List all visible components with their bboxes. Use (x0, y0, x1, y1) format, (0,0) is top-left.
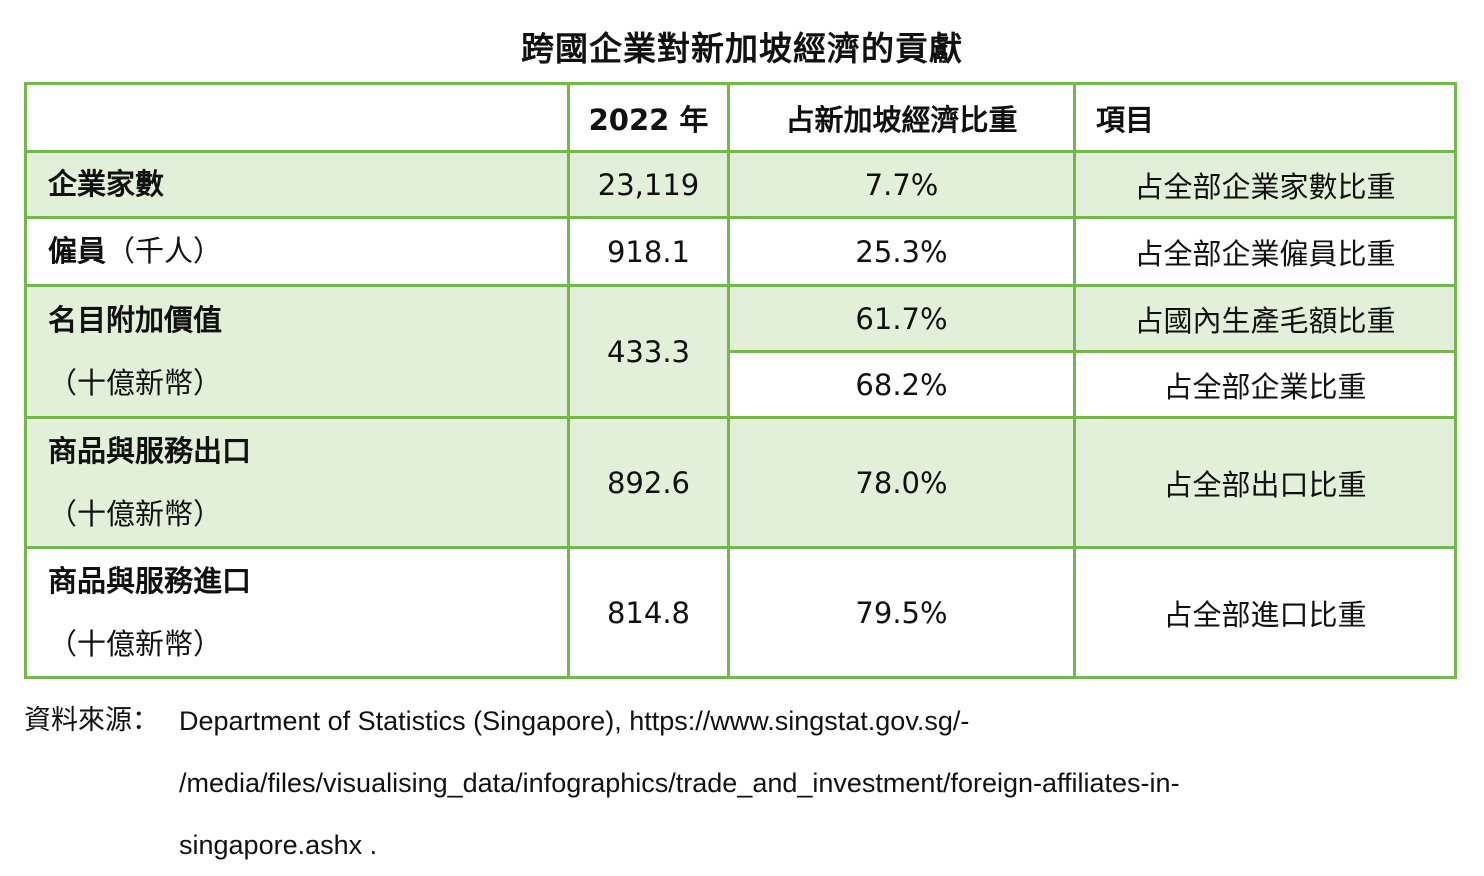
table-row-employees: 僱員（千人） 918.1 25.3% 占全部企業僱員比重 (24, 216, 1457, 287)
table-row-imports: 商品與服務進口 （十億新幣） 814.8 79.5% 占全部進口比重 (24, 546, 1457, 679)
source-line-2: /media/files/visualising_data/infographi… (179, 768, 1180, 798)
row-label-exports-unit: （十億新幣） (48, 496, 223, 531)
row-label-value-added: 名目附加價值 （十億新幣） (24, 284, 570, 419)
row-label-imports-name: 商品與服務進口 (48, 563, 252, 598)
share-value-added-firms: 68.2% (727, 350, 1076, 419)
table-row-value-added: 名目附加價值 （十億新幣） 433.3 61.7% 占國內生產毛額比重 (24, 284, 1457, 419)
contribution-table: 2022 年 占新加坡經濟比重 項目 企業家數 23,119 7.7% 占全部企… (24, 82, 1457, 679)
row-label-employees-unit: （千人） (106, 234, 223, 268)
item-value-added-firms: 占全部企業比重 (1073, 350, 1457, 419)
value-firms: 23,119 (567, 150, 730, 219)
item-firms: 占全部企業家數比重 (1073, 150, 1457, 219)
source-label: 資料來源： (24, 705, 159, 736)
row-label-exports-name: 商品與服務出口 (48, 433, 252, 468)
source-line-1: Department of Statistics (Singapore), ht… (179, 706, 970, 736)
source-text: Department of Statistics (Singapore), ht… (179, 690, 1379, 876)
row-label-value-added-name: 名目附加價值 (48, 302, 223, 337)
row-label-imports-unit: （十億新幣） (48, 626, 223, 661)
share-value-added-gdp: 61.7% (727, 284, 1076, 353)
page-title: 跨國企業對新加坡經濟的貢獻 (521, 29, 963, 68)
row-label-imports: 商品與服務進口 （十億新幣） (24, 546, 570, 679)
header-cell-year: 2022 年 (567, 82, 730, 153)
table-row-value-added-2: 68.2% 占全部企業比重 (26, 350, 1457, 419)
header-cell-share: 占新加坡經濟比重 (727, 82, 1076, 153)
table-row-firms: 企業家數 23,119 7.7% 占全部企業家數比重 (24, 150, 1457, 219)
header-cell-empty (24, 82, 570, 153)
item-value-added-gdp: 占國內生產毛額比重 (1073, 284, 1457, 353)
source-line-3: singapore.ashx . (179, 830, 378, 860)
item-employees: 占全部企業僱員比重 (1073, 216, 1457, 287)
row-label-value-added-unit: （十億新幣） (48, 365, 223, 400)
share-imports: 79.5% (727, 546, 1076, 679)
table-header-row: 2022 年 占新加坡經濟比重 項目 (24, 82, 1457, 153)
row-label-firms: 企業家數 (24, 150, 570, 219)
share-exports: 78.0% (727, 416, 1076, 549)
table-row-exports: 商品與服務出口 （十億新幣） 892.6 78.0% 占全部出口比重 (24, 416, 1457, 549)
value-value-added: 433.3 (567, 284, 730, 419)
row-label-employees: 僱員（千人） (24, 216, 570, 287)
row-label-employees-name: 僱員 (48, 234, 107, 268)
item-exports: 占全部出口比重 (1073, 416, 1457, 549)
share-firms: 7.7% (727, 150, 1076, 219)
share-employees: 25.3% (727, 216, 1076, 287)
value-employees: 918.1 (567, 216, 730, 287)
value-exports: 892.6 (567, 416, 730, 549)
row-label-exports: 商品與服務出口 （十億新幣） (24, 416, 570, 549)
item-imports: 占全部進口比重 (1073, 546, 1457, 679)
header-cell-item: 項目 (1073, 82, 1457, 153)
value-imports: 814.8 (567, 546, 730, 679)
